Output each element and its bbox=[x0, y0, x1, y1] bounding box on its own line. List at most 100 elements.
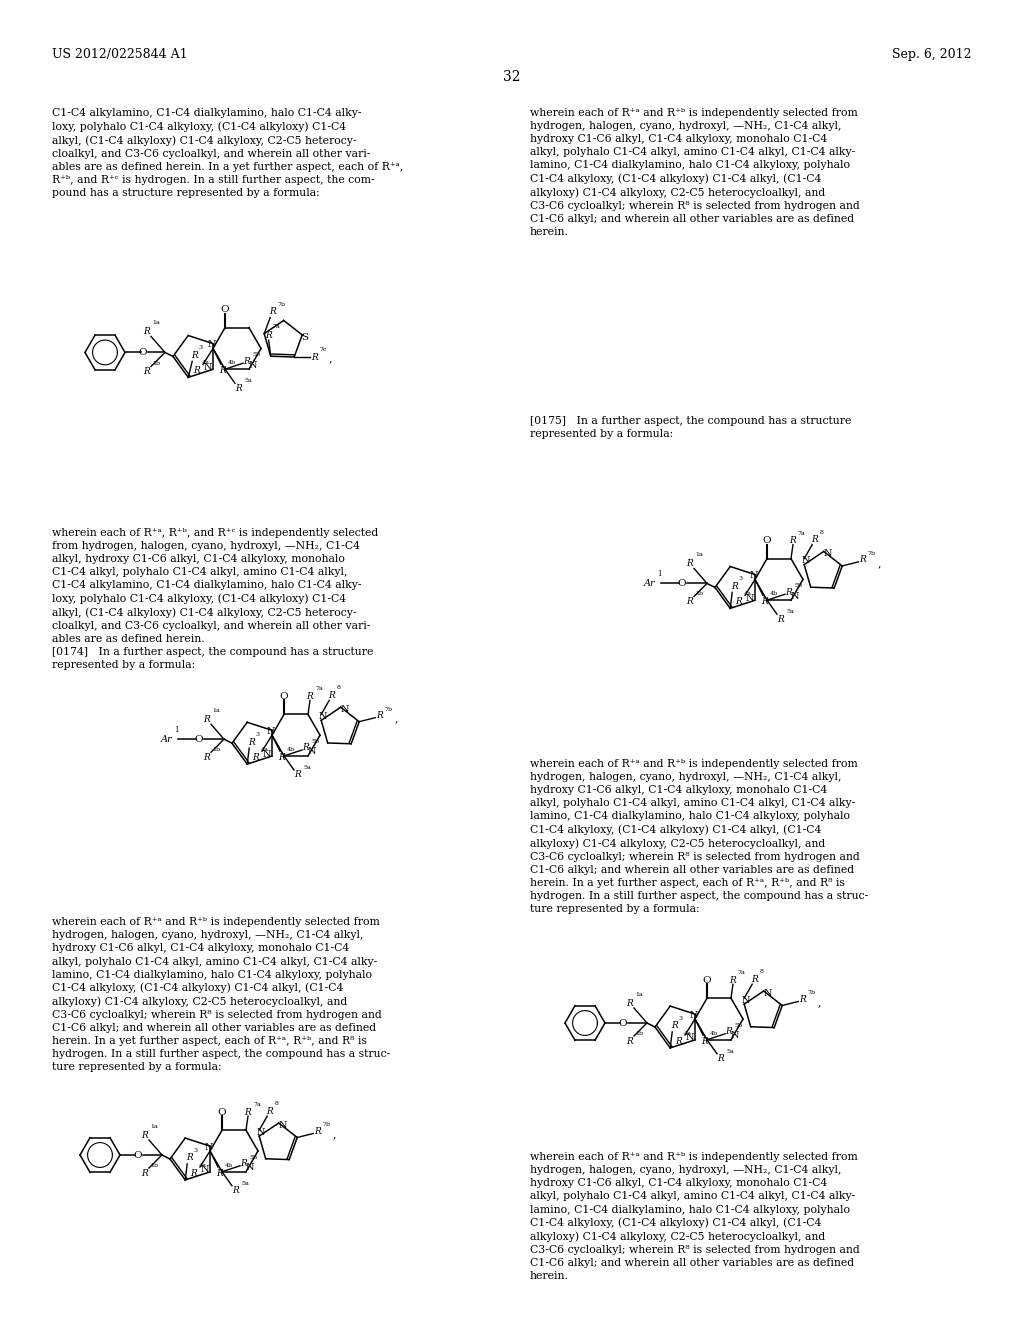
Text: 4b: 4b bbox=[770, 591, 778, 597]
Text: O: O bbox=[702, 975, 712, 985]
Text: ,: , bbox=[817, 998, 820, 1007]
Text: 5a: 5a bbox=[786, 610, 794, 614]
Text: [0175]   In a further aspect, the compound has a structure
represented by a form: [0175] In a further aspect, the compound… bbox=[530, 416, 851, 438]
Text: 4b: 4b bbox=[287, 747, 295, 752]
Text: 5a: 5a bbox=[241, 1181, 249, 1185]
Text: O: O bbox=[218, 1107, 226, 1117]
Text: R: R bbox=[726, 1027, 732, 1036]
Text: 5a: 5a bbox=[726, 1049, 734, 1053]
Text: N: N bbox=[262, 750, 271, 759]
Text: N: N bbox=[689, 1011, 698, 1019]
Text: 4a: 4a bbox=[261, 747, 269, 752]
Text: R: R bbox=[269, 308, 275, 315]
Text: R: R bbox=[295, 771, 301, 780]
Text: wherein each of R⁺ᵃ and R⁺ᵇ is independently selected from
hydrogen, halogen, cy: wherein each of R⁺ᵃ and R⁺ᵇ is independe… bbox=[530, 108, 860, 238]
Text: 4b: 4b bbox=[228, 360, 237, 366]
Text: 8: 8 bbox=[759, 969, 763, 974]
Text: R: R bbox=[194, 366, 201, 375]
Text: N: N bbox=[340, 705, 349, 714]
Text: 5b: 5b bbox=[311, 739, 319, 744]
Text: 1a: 1a bbox=[635, 993, 643, 997]
Text: N: N bbox=[205, 1143, 213, 1151]
Text: N: N bbox=[208, 341, 216, 348]
Text: 1a: 1a bbox=[152, 321, 160, 326]
Text: O: O bbox=[280, 692, 289, 701]
Text: 4a: 4a bbox=[744, 591, 752, 597]
Text: N: N bbox=[279, 1121, 287, 1130]
Text: 8: 8 bbox=[819, 529, 823, 535]
Text: ,: , bbox=[332, 1130, 336, 1139]
Text: 5b: 5b bbox=[734, 1023, 742, 1028]
Text: R: R bbox=[785, 587, 793, 597]
Text: 4a: 4a bbox=[199, 1163, 207, 1168]
Text: US 2012/0225844 A1: US 2012/0225844 A1 bbox=[52, 48, 187, 61]
Text: S: S bbox=[301, 334, 308, 342]
Text: R: R bbox=[735, 597, 742, 606]
Text: 3: 3 bbox=[255, 733, 259, 737]
Text: N: N bbox=[750, 572, 758, 579]
Text: 5b: 5b bbox=[252, 352, 260, 358]
Text: 7b: 7b bbox=[867, 550, 876, 556]
Text: R: R bbox=[217, 1168, 223, 1177]
Text: 7a: 7a bbox=[272, 325, 281, 329]
Text: R: R bbox=[731, 582, 737, 591]
Text: 7a: 7a bbox=[253, 1102, 261, 1107]
Text: R: R bbox=[730, 975, 736, 985]
Text: 1b: 1b bbox=[150, 1163, 158, 1168]
Text: N: N bbox=[266, 727, 275, 735]
Text: N: N bbox=[802, 556, 810, 565]
Text: R: R bbox=[265, 331, 272, 339]
Text: 3: 3 bbox=[678, 1016, 682, 1020]
Text: C1-C4 alkylamino, C1-C4 dialkylamino, halo C1-C4 alky-
loxy, polyhalo C1-C4 alky: C1-C4 alkylamino, C1-C4 dialkylamino, ha… bbox=[52, 108, 403, 198]
Text: R: R bbox=[190, 1168, 198, 1177]
Text: R: R bbox=[141, 1168, 148, 1177]
Text: 1: 1 bbox=[174, 726, 178, 734]
Text: 7a: 7a bbox=[798, 531, 806, 536]
Text: 7b: 7b bbox=[278, 301, 286, 306]
Text: R: R bbox=[204, 752, 210, 762]
Text: 8: 8 bbox=[274, 1101, 279, 1106]
Text: O: O bbox=[195, 735, 204, 743]
Text: 1a: 1a bbox=[212, 709, 220, 713]
Text: R: R bbox=[859, 556, 865, 565]
Text: O: O bbox=[138, 348, 147, 356]
Text: R: R bbox=[751, 974, 758, 983]
Text: N: N bbox=[742, 995, 751, 1005]
Text: N: N bbox=[823, 549, 831, 558]
Text: R: R bbox=[190, 351, 198, 360]
Text: R: R bbox=[303, 743, 309, 752]
Text: 7b: 7b bbox=[323, 1122, 331, 1127]
Text: 1b: 1b bbox=[695, 591, 703, 597]
Text: R: R bbox=[811, 535, 817, 544]
Text: 7b: 7b bbox=[807, 990, 815, 995]
Text: R: R bbox=[627, 1036, 634, 1045]
Text: wherein each of R⁺ᵃ and R⁺ᵇ is independently selected from
hydrogen, halogen, cy: wherein each of R⁺ᵃ and R⁺ᵇ is independe… bbox=[52, 917, 390, 1072]
Text: 32: 32 bbox=[503, 70, 521, 84]
Text: 1b: 1b bbox=[152, 362, 160, 367]
Text: R: R bbox=[790, 536, 797, 545]
Text: Ar: Ar bbox=[161, 735, 172, 743]
Text: O: O bbox=[678, 579, 686, 587]
Text: N: N bbox=[318, 711, 328, 721]
Text: wherein each of R⁺ᵃ, R⁺ᵇ, and R⁺ᶜ is independently selected
from hydrogen, halog: wherein each of R⁺ᵃ, R⁺ᵇ, and R⁺ᶜ is ind… bbox=[52, 528, 378, 671]
Text: R: R bbox=[762, 597, 768, 606]
Text: R: R bbox=[627, 998, 634, 1007]
Text: R: R bbox=[718, 1055, 724, 1064]
Text: 1b: 1b bbox=[212, 747, 220, 752]
Text: R: R bbox=[143, 367, 151, 376]
Text: ,: , bbox=[394, 714, 397, 723]
Text: 4b: 4b bbox=[225, 1163, 233, 1168]
Text: 3: 3 bbox=[199, 346, 202, 350]
Text: R: R bbox=[244, 356, 251, 366]
Text: R: R bbox=[248, 738, 255, 747]
Text: 5b: 5b bbox=[249, 1155, 257, 1160]
Text: N: N bbox=[791, 591, 800, 601]
Text: 7c: 7c bbox=[319, 347, 327, 352]
Text: R: R bbox=[266, 1106, 272, 1115]
Text: 5b: 5b bbox=[794, 583, 802, 589]
Text: 1a: 1a bbox=[695, 553, 702, 557]
Text: N: N bbox=[246, 1163, 254, 1172]
Text: N: N bbox=[257, 1127, 265, 1137]
Text: N: N bbox=[204, 363, 212, 372]
Text: wherein each of R⁺ᵃ and R⁺ᵇ is independently selected from
hydrogen, halogen, cy: wherein each of R⁺ᵃ and R⁺ᵇ is independe… bbox=[530, 1152, 860, 1282]
